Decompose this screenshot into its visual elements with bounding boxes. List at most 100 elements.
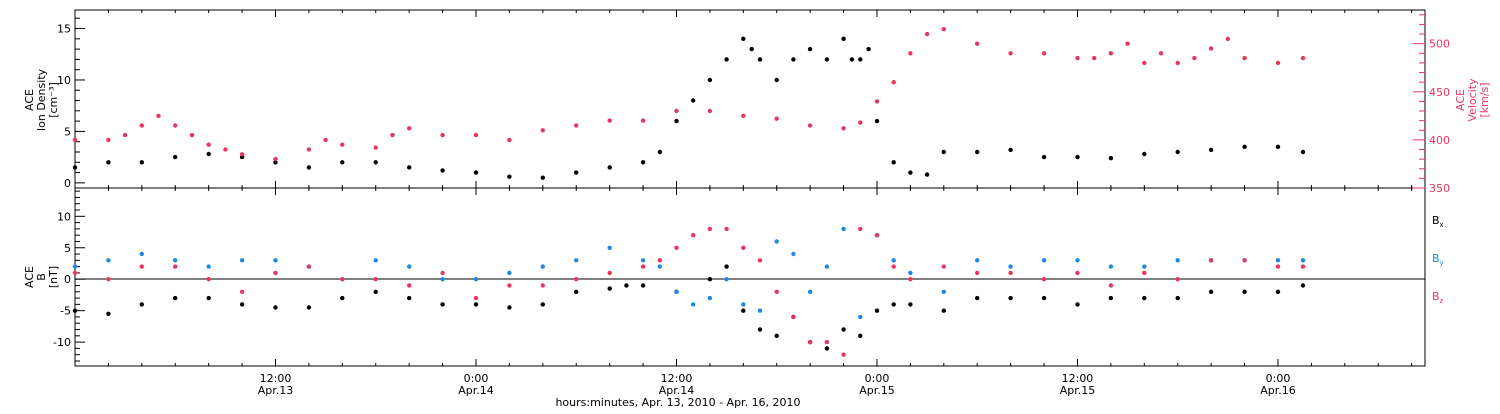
ion-density-point	[1108, 156, 1114, 161]
top-left-y-tick-label: 10	[57, 74, 71, 87]
bz-point	[908, 277, 913, 282]
ion-density-point	[540, 175, 545, 180]
velocity-point	[858, 120, 863, 125]
bz-point	[941, 264, 946, 269]
by-point	[1008, 264, 1013, 269]
ion-density-point	[849, 57, 855, 62]
velocity-point	[574, 123, 579, 128]
ion-density-point	[908, 170, 913, 175]
ion-density-point	[757, 57, 763, 62]
by-point	[1108, 264, 1114, 269]
by-point	[440, 277, 445, 282]
velocity-point	[874, 99, 880, 104]
bz-point	[1008, 270, 1013, 276]
bx-point	[741, 308, 746, 313]
top-panel-points	[72, 27, 1306, 180]
velocity-point	[841, 126, 846, 131]
bottom-y-tick-label: 0	[64, 273, 71, 286]
bz-point	[607, 270, 612, 276]
ion-density-point	[1275, 144, 1281, 149]
by-point	[975, 258, 980, 263]
velocity-point	[273, 156, 278, 162]
bx-point	[975, 295, 980, 301]
bz-point	[741, 245, 746, 250]
legend-by: By	[1432, 252, 1444, 267]
bx-point	[173, 295, 178, 301]
velocity-point	[540, 128, 545, 133]
by-point	[139, 251, 144, 257]
bz-point	[473, 295, 479, 301]
ion-density-point	[858, 57, 863, 62]
ion-density-point	[407, 165, 412, 170]
bz-point	[891, 264, 896, 269]
velocity-point	[206, 142, 211, 147]
bz-point	[106, 277, 111, 282]
bz-point	[975, 270, 980, 276]
ion-density-point	[206, 151, 211, 157]
ion-density-point	[891, 160, 896, 165]
ion-density-point	[106, 160, 111, 165]
bottom-y-tick-label: 5	[64, 242, 71, 255]
top-panel-frame	[74, 9, 1426, 189]
velocity-point	[891, 80, 896, 85]
by-point	[791, 251, 796, 257]
bottom-ylabel-line3: [nT]	[47, 266, 60, 288]
top-right-y-tick-label: 400	[1429, 134, 1450, 147]
velocity-point	[1142, 60, 1147, 66]
bz-point	[1041, 277, 1047, 282]
by-point	[757, 308, 763, 313]
bx-point	[1300, 283, 1306, 288]
ion-density-point	[975, 149, 980, 155]
ion-density-point	[807, 46, 813, 52]
bx-point	[139, 302, 144, 307]
ion-density-point	[774, 77, 779, 83]
bz-point	[139, 264, 144, 269]
ion-density-point	[707, 77, 713, 83]
bz-point	[540, 283, 545, 288]
bz-point	[874, 233, 880, 238]
by-point	[507, 270, 512, 276]
x-tick-label-date: Apr.13	[258, 384, 294, 397]
by-point	[640, 258, 646, 263]
bz-point	[858, 226, 863, 232]
velocity-point	[1125, 41, 1130, 46]
ion-density-point	[1208, 147, 1214, 153]
top-ylabel-left-line3: [cm⁻³]	[47, 82, 60, 118]
velocity-point	[741, 113, 746, 119]
velocity-point	[975, 41, 980, 46]
x-axis: 12:00Apr.130:00Apr.1412:00Apr.140:00Apr.…	[74, 10, 1413, 397]
by-point	[574, 258, 579, 263]
bx-point	[1275, 289, 1281, 294]
bz-point	[1142, 270, 1147, 276]
bx-point	[574, 289, 579, 294]
velocity-point	[139, 123, 144, 128]
by-point	[891, 258, 896, 263]
bz-point	[724, 226, 729, 232]
bz-point	[640, 264, 646, 269]
ion-density-point	[1142, 151, 1147, 157]
x-tick-label-date: Apr.14	[659, 384, 695, 397]
by-point	[858, 314, 863, 320]
by-point	[1175, 258, 1180, 263]
velocity-point	[1225, 36, 1231, 42]
ion-density-point	[1175, 149, 1180, 155]
velocity-point	[707, 108, 713, 114]
velocity-point	[390, 132, 395, 138]
bz-point	[239, 289, 245, 294]
velocity-point	[189, 132, 195, 138]
bx-point	[707, 277, 713, 282]
by-point	[824, 264, 830, 269]
ion-density-point	[640, 160, 646, 165]
ion-density-point	[340, 160, 345, 165]
bz-point	[1300, 264, 1306, 269]
bx-point	[1208, 289, 1214, 294]
bottom-ylabel-line1: ACE	[23, 266, 36, 288]
bx-point	[440, 302, 445, 307]
bottom-y-tick-label: -5	[60, 305, 71, 318]
bx-point	[858, 333, 863, 338]
ion-density-point	[173, 154, 178, 160]
by-point	[841, 226, 846, 232]
top-left-y-tick-label: 5	[64, 125, 71, 138]
velocity-point	[1242, 55, 1247, 61]
